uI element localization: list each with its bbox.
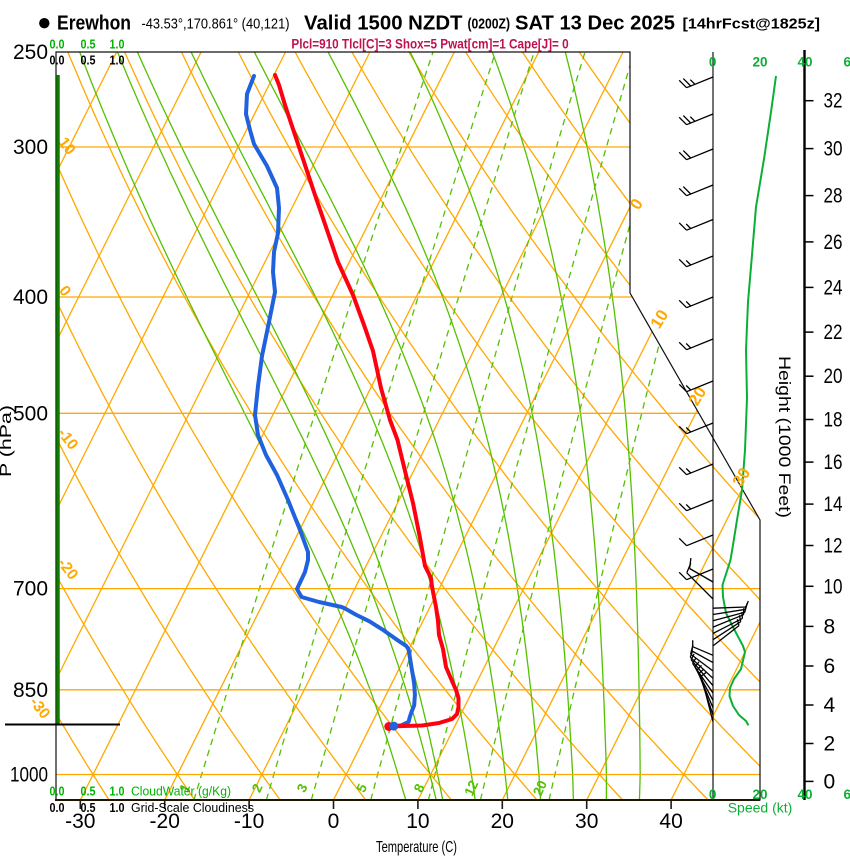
svg-text:1.0: 1.0	[110, 801, 125, 815]
svg-text:8: 8	[824, 615, 836, 638]
svg-text:300: 300	[13, 136, 48, 159]
svg-text:14: 14	[824, 493, 843, 516]
svg-text:20: 20	[824, 365, 843, 388]
svg-text:20: 20	[752, 787, 767, 802]
svg-text:-10: -10	[234, 810, 264, 833]
svg-text:Height (1000 Feet): Height (1000 Feet)	[775, 356, 794, 518]
svg-text:20: 20	[530, 778, 550, 798]
svg-text:0.5: 0.5	[81, 54, 96, 68]
svg-text:20: 20	[752, 55, 767, 70]
svg-text:40: 40	[659, 810, 682, 833]
svg-text:Erewhon: Erewhon	[57, 13, 131, 35]
svg-text:30: 30	[575, 810, 598, 833]
svg-text:500: 500	[13, 402, 48, 425]
svg-text:CloudWater (g/Kg): CloudWater (g/Kg)	[131, 785, 231, 799]
svg-text:20: 20	[491, 810, 514, 833]
svg-text:SAT 13 Dec 2025: SAT 13 Dec 2025	[515, 13, 675, 35]
svg-text:40: 40	[797, 787, 812, 802]
svg-text:60: 60	[843, 787, 850, 802]
svg-text:Grid-Scale Cloudiness: Grid-Scale Cloudiness	[131, 801, 254, 815]
svg-text:Speed (kt): Speed (kt)	[728, 800, 793, 816]
svg-text:0: 0	[709, 787, 717, 802]
svg-text:6: 6	[824, 655, 836, 678]
svg-text:0.0: 0.0	[50, 38, 65, 52]
svg-text:1000: 1000	[10, 764, 48, 787]
svg-text:0.0: 0.0	[50, 54, 65, 68]
svg-text:[14hrFcst@1825z]: [14hrFcst@1825z]	[683, 16, 821, 33]
svg-text:32: 32	[824, 90, 843, 113]
svg-text:Plcl=910 Tlcl[C]=3 Shox=5 Pwat: Plcl=910 Tlcl[C]=3 Shox=5 Pwat[cm]=1 Cap…	[291, 37, 568, 52]
svg-text:700: 700	[13, 578, 48, 601]
svg-text:10: 10	[824, 575, 843, 598]
svg-text:2: 2	[824, 733, 836, 756]
svg-text:0.0: 0.0	[50, 801, 65, 815]
svg-text:850: 850	[13, 679, 48, 702]
svg-text:(0200Z): (0200Z)	[468, 16, 511, 33]
svg-text:12: 12	[461, 778, 481, 798]
svg-text:28: 28	[824, 185, 843, 208]
svg-text:0.5: 0.5	[81, 38, 96, 52]
svg-text:60: 60	[843, 55, 850, 70]
svg-text:18: 18	[824, 409, 843, 432]
svg-text:-43.53°,170.861° (40,121): -43.53°,170.861° (40,121)	[142, 17, 290, 33]
svg-text:250: 250	[13, 41, 48, 64]
svg-text:1.0: 1.0	[110, 785, 125, 799]
svg-text:-30: -30	[65, 810, 95, 833]
svg-text:1.0: 1.0	[110, 54, 125, 68]
svg-text:0: 0	[328, 810, 340, 833]
svg-text:12: 12	[824, 535, 843, 558]
svg-text:10: 10	[406, 810, 429, 833]
svg-text:24: 24	[824, 276, 843, 299]
svg-text:0.5: 0.5	[81, 801, 96, 815]
svg-text:26: 26	[824, 231, 843, 254]
svg-text:1.0: 1.0	[110, 38, 125, 52]
svg-text:0: 0	[824, 770, 836, 793]
svg-text:P (hPa): P (hPa)	[0, 405, 15, 477]
svg-text:4: 4	[824, 694, 836, 717]
svg-text:Valid 1500 NZDT: Valid 1500 NZDT	[304, 13, 463, 35]
svg-text:Temperature (C): Temperature (C)	[376, 839, 457, 856]
svg-text:30: 30	[824, 138, 843, 161]
svg-text:0: 0	[709, 55, 717, 70]
svg-text:0.5: 0.5	[81, 785, 96, 799]
svg-text:0.0: 0.0	[50, 785, 65, 799]
svg-text:16: 16	[824, 451, 843, 474]
svg-text:-20: -20	[150, 810, 180, 833]
svg-text:400: 400	[13, 286, 48, 309]
svg-text:22: 22	[824, 321, 843, 344]
svg-text:40: 40	[797, 55, 812, 70]
